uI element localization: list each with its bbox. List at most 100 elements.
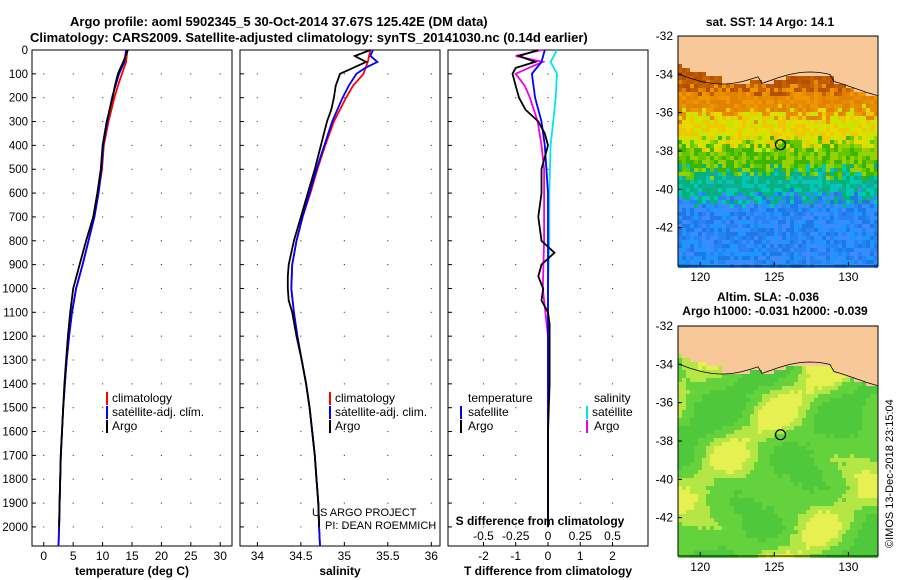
map-cell xyxy=(774,212,778,216)
map-cell xyxy=(722,92,726,96)
map-cell xyxy=(850,112,854,116)
map-cell xyxy=(778,192,782,196)
map-cell xyxy=(754,100,758,104)
map-cell xyxy=(734,56,738,60)
grid-dot xyxy=(430,120,432,123)
grid-dot xyxy=(190,383,192,385)
map-cell xyxy=(798,140,802,144)
map-cell xyxy=(806,406,810,410)
map-cell xyxy=(766,212,770,216)
map-cell xyxy=(686,236,690,240)
map-cell xyxy=(874,144,878,148)
map-cell xyxy=(734,350,738,354)
map-cell xyxy=(794,172,798,176)
depth-tick-label: 200 xyxy=(9,93,28,105)
map-cell xyxy=(838,220,842,224)
map-cell xyxy=(858,172,862,176)
map-cell xyxy=(706,52,710,56)
map-cell xyxy=(742,334,746,338)
map-cell xyxy=(754,252,758,256)
map-cell xyxy=(822,438,826,442)
map-cell xyxy=(810,72,814,76)
map-cell xyxy=(678,382,682,386)
map-cell xyxy=(698,410,702,414)
map-cell xyxy=(826,366,830,370)
map-cell xyxy=(846,184,850,188)
map-cell xyxy=(742,398,746,402)
map-cell xyxy=(686,200,690,204)
map-cell xyxy=(722,108,726,112)
map-cell xyxy=(802,220,806,224)
map-cell xyxy=(862,342,866,346)
grid-dot xyxy=(387,478,389,480)
map-cell xyxy=(794,446,798,450)
map-cell xyxy=(758,398,762,402)
map-cell xyxy=(818,346,822,350)
grid-dot xyxy=(160,97,163,99)
map-cell xyxy=(858,224,862,228)
map-cell xyxy=(798,434,802,438)
map-cell xyxy=(722,64,726,68)
map-cell xyxy=(862,204,866,208)
map-cell xyxy=(874,172,878,176)
map-cell xyxy=(838,36,842,40)
map-cell xyxy=(790,112,794,116)
map-cell xyxy=(838,414,842,418)
map-cell xyxy=(758,406,762,410)
map-cell xyxy=(686,192,690,196)
map-cell xyxy=(766,446,770,450)
map-cell xyxy=(718,204,722,208)
map-cell xyxy=(730,252,734,256)
map-cell xyxy=(810,402,814,406)
map-cell xyxy=(686,208,690,212)
map-cell xyxy=(686,390,690,394)
grid-dot xyxy=(256,240,258,242)
map-cell xyxy=(678,354,682,358)
map-cell xyxy=(698,378,702,382)
map-cell xyxy=(850,354,854,358)
map-cell xyxy=(770,414,774,418)
map-cell xyxy=(682,346,686,350)
map-cell xyxy=(734,236,738,240)
map-cell xyxy=(770,354,774,358)
map-cell xyxy=(790,240,794,244)
map-cell xyxy=(826,108,830,112)
map-cell xyxy=(854,144,858,148)
map-cell xyxy=(762,418,766,422)
map-cell xyxy=(766,422,770,426)
map-cell xyxy=(802,180,806,184)
map-cell xyxy=(754,330,758,334)
x-tick-label: 5 xyxy=(70,549,77,563)
map-cell xyxy=(754,414,758,418)
map-cell xyxy=(858,256,862,260)
map-cell xyxy=(738,176,742,180)
map-cell xyxy=(714,430,718,434)
map-cell xyxy=(702,128,706,132)
map-cell xyxy=(762,124,766,128)
map-cell xyxy=(842,426,846,430)
map-cell xyxy=(706,438,710,442)
grid-dot xyxy=(579,454,581,456)
map-cell xyxy=(842,434,846,438)
map-cell xyxy=(758,80,762,84)
map-cell xyxy=(810,422,814,426)
map-cell xyxy=(718,338,722,342)
grid-dot xyxy=(515,407,517,409)
map-cell xyxy=(786,232,790,236)
map-cell xyxy=(866,410,870,414)
map-cell xyxy=(866,168,870,172)
map-cell xyxy=(862,346,866,350)
map-cell xyxy=(738,196,742,200)
map-cell xyxy=(718,406,722,410)
grid-dot xyxy=(43,335,45,337)
map-cell xyxy=(706,152,710,156)
map-cell xyxy=(766,330,770,334)
map-cell xyxy=(802,244,806,248)
map-cell xyxy=(862,350,866,354)
map-cell xyxy=(710,240,714,244)
map-cell xyxy=(734,168,738,172)
map-cell xyxy=(830,426,834,430)
map-cell xyxy=(678,184,682,188)
map-cell xyxy=(846,80,850,84)
map-cell xyxy=(722,192,726,196)
